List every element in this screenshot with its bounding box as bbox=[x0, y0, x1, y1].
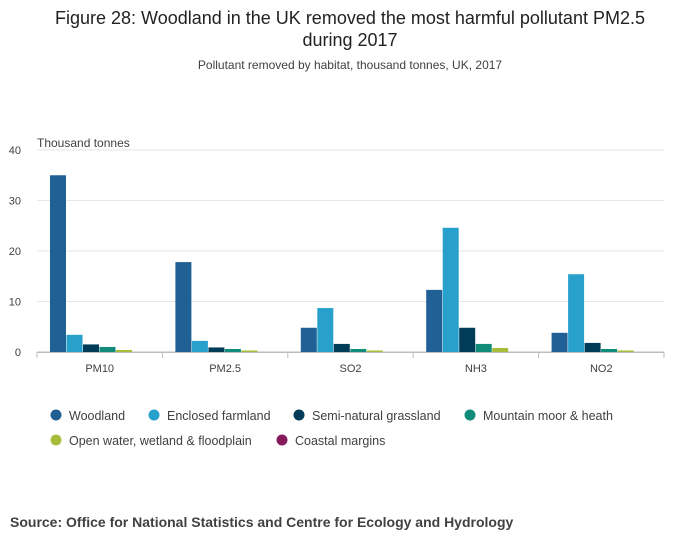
x-tick-label: NH3 bbox=[465, 363, 487, 375]
bar bbox=[50, 175, 66, 352]
bar bbox=[175, 262, 192, 352]
legend-marker bbox=[464, 409, 476, 421]
bar bbox=[317, 308, 334, 352]
bar bbox=[300, 327, 317, 352]
x-tick-label: PM10 bbox=[85, 363, 114, 375]
x-axis: PM10 PM2.5 SO2 NH3 NO2 bbox=[36, 352, 665, 375]
bar bbox=[601, 348, 618, 352]
y-tick-label: 20 bbox=[9, 246, 21, 258]
bar bbox=[333, 343, 350, 352]
bar bbox=[191, 340, 208, 352]
chart-title-line2: during 2017 bbox=[302, 30, 397, 50]
bar bbox=[426, 289, 443, 352]
source-note: Source: Office for National Statistics a… bbox=[10, 514, 514, 530]
bar bbox=[241, 350, 258, 352]
y-tick-label: 0 bbox=[15, 347, 21, 359]
legend-marker bbox=[293, 409, 305, 421]
chart-title-line1: Figure 28: Woodland in the UK removed th… bbox=[55, 8, 645, 28]
legend-label: Enclosed farmland bbox=[167, 409, 271, 423]
legend-marker bbox=[50, 434, 62, 446]
bar bbox=[366, 350, 383, 352]
legend-marker bbox=[148, 409, 160, 421]
bar bbox=[99, 346, 116, 352]
legend-label: Mountain moor & heath bbox=[483, 409, 613, 423]
legend-label: Semi-natural grassland bbox=[312, 409, 441, 423]
bars bbox=[50, 175, 634, 352]
x-tick-label: PM2.5 bbox=[209, 363, 241, 375]
legend: Woodland Enclosed farmland Semi-natural gr… bbox=[50, 409, 613, 448]
y-tick-label: 10 bbox=[9, 297, 21, 309]
bar bbox=[475, 343, 492, 352]
bar bbox=[442, 227, 459, 352]
y-tick-labels: 0 10 20 30 40 bbox=[9, 145, 21, 359]
bar bbox=[116, 349, 132, 352]
legend-label: Woodland bbox=[69, 409, 125, 423]
bar bbox=[551, 332, 568, 352]
bar bbox=[224, 348, 241, 352]
x-tick-label: NO2 bbox=[590, 363, 613, 375]
bar bbox=[350, 348, 367, 352]
chart-subtitle: Pollutant removed by habitat, thousand t… bbox=[198, 58, 503, 72]
legend-marker bbox=[276, 434, 288, 446]
legend-label: Coastal margins bbox=[295, 434, 385, 448]
bar bbox=[492, 347, 509, 352]
legend-label: Open water, wetland & floodplain bbox=[69, 434, 252, 448]
bar bbox=[66, 334, 83, 352]
bar bbox=[617, 350, 634, 352]
y-axis-label: Thousand tonnes bbox=[37, 136, 130, 150]
bar bbox=[208, 347, 225, 352]
y-tick-label: 40 bbox=[9, 145, 21, 157]
legend-marker bbox=[50, 409, 62, 421]
x-tick-label: SO2 bbox=[339, 363, 361, 375]
y-tick-label: 30 bbox=[9, 196, 21, 208]
bar bbox=[568, 274, 585, 352]
bar bbox=[459, 327, 476, 352]
bar bbox=[584, 342, 601, 352]
bar bbox=[83, 344, 99, 352]
